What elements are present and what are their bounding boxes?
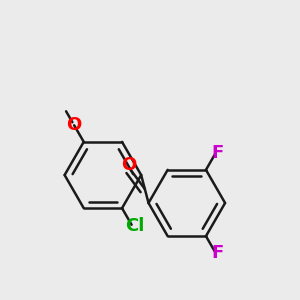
Text: F: F	[211, 144, 223, 162]
Text: O: O	[67, 116, 82, 134]
Text: O: O	[122, 156, 137, 174]
Text: F: F	[211, 244, 223, 262]
Text: Cl: Cl	[125, 217, 145, 235]
